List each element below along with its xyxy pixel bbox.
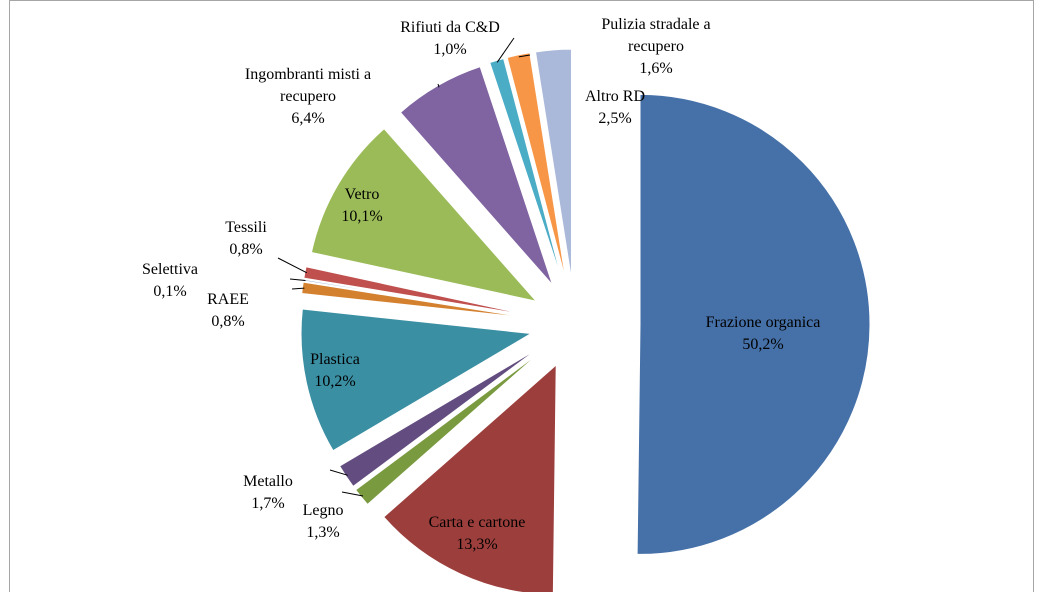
category-label: Carta e cartone bbox=[428, 514, 526, 531]
pie-slice bbox=[338, 348, 538, 488]
value-label: 0,8% bbox=[229, 241, 263, 258]
chart-border bbox=[9, 0, 1034, 592]
value-label: 50,2% bbox=[742, 336, 784, 353]
pie-slice bbox=[506, 52, 567, 281]
leader-line bbox=[518, 54, 531, 58]
category-label: Plastica bbox=[310, 351, 360, 368]
category-label: Pulizia stradale a recupero bbox=[601, 16, 711, 55]
value-label: 2,5% bbox=[598, 110, 632, 127]
value-label: 13,3% bbox=[456, 536, 498, 553]
category-label: Frazione organica bbox=[705, 314, 821, 331]
slice-label: Selettiva 0,1% bbox=[120, 259, 220, 303]
pie-slice bbox=[534, 48, 572, 280]
slice-label: Legno 1,3% bbox=[283, 500, 363, 544]
category-label: Legno bbox=[302, 502, 344, 519]
category-label: Ingombranti misti a recupero bbox=[244, 66, 372, 105]
leader-line bbox=[289, 278, 306, 281]
slice-label: Rifiuti da C&D 1,0% bbox=[380, 17, 520, 61]
leader-line bbox=[341, 491, 364, 497]
category-label: RAEE bbox=[207, 291, 249, 308]
pie-slice bbox=[636, 93, 871, 555]
slice-label: Metallo 1,7% bbox=[223, 471, 313, 515]
category-label: Altro RD bbox=[585, 88, 645, 105]
value-label: 10,1% bbox=[341, 208, 383, 225]
slice-label: Vetro 10,1% bbox=[287, 184, 437, 228]
category-label: Metallo bbox=[243, 473, 293, 490]
pie-slice bbox=[303, 266, 531, 317]
value-label: 6,4% bbox=[291, 110, 325, 127]
category-label: Tessili bbox=[225, 219, 267, 236]
pie-slice bbox=[310, 127, 538, 303]
value-label: 1,7% bbox=[251, 495, 285, 512]
slice-label: Pulizia stradale a recupero 1,6% bbox=[576, 14, 736, 80]
slice-label: Plastica 10,2% bbox=[260, 349, 410, 393]
value-label: 0,1% bbox=[153, 283, 187, 300]
slice-label: Carta e cartone 13,3% bbox=[377, 512, 577, 556]
pie-slice bbox=[382, 363, 557, 592]
value-label: 10,2% bbox=[314, 373, 356, 390]
leader-line bbox=[496, 37, 515, 63]
value-label: 1,6% bbox=[639, 60, 673, 77]
slice-label: Tessili 0,8% bbox=[206, 217, 286, 261]
leader-line bbox=[277, 257, 308, 274]
category-label: Rifiuti da C&D bbox=[400, 19, 500, 36]
value-label: 0,8% bbox=[211, 313, 245, 330]
slice-label: Altro RD 2,5% bbox=[555, 86, 675, 130]
slice-label: Frazione organica 50,2% bbox=[653, 312, 873, 356]
slice-label: RAEE 0,8% bbox=[188, 289, 268, 333]
pie-slice bbox=[354, 351, 541, 506]
slice-label: Ingombranti misti a recupero 6,4% bbox=[223, 64, 393, 130]
pie-slice bbox=[489, 57, 563, 282]
leader-line bbox=[437, 83, 440, 88]
value-label: 1,3% bbox=[306, 524, 340, 541]
leader-line bbox=[291, 287, 305, 290]
value-label: 1,0% bbox=[433, 41, 467, 58]
pie-slice bbox=[300, 308, 533, 452]
category-label: Vetro bbox=[344, 186, 380, 203]
category-label: Selettiva bbox=[142, 261, 198, 278]
leader-line bbox=[329, 469, 348, 476]
